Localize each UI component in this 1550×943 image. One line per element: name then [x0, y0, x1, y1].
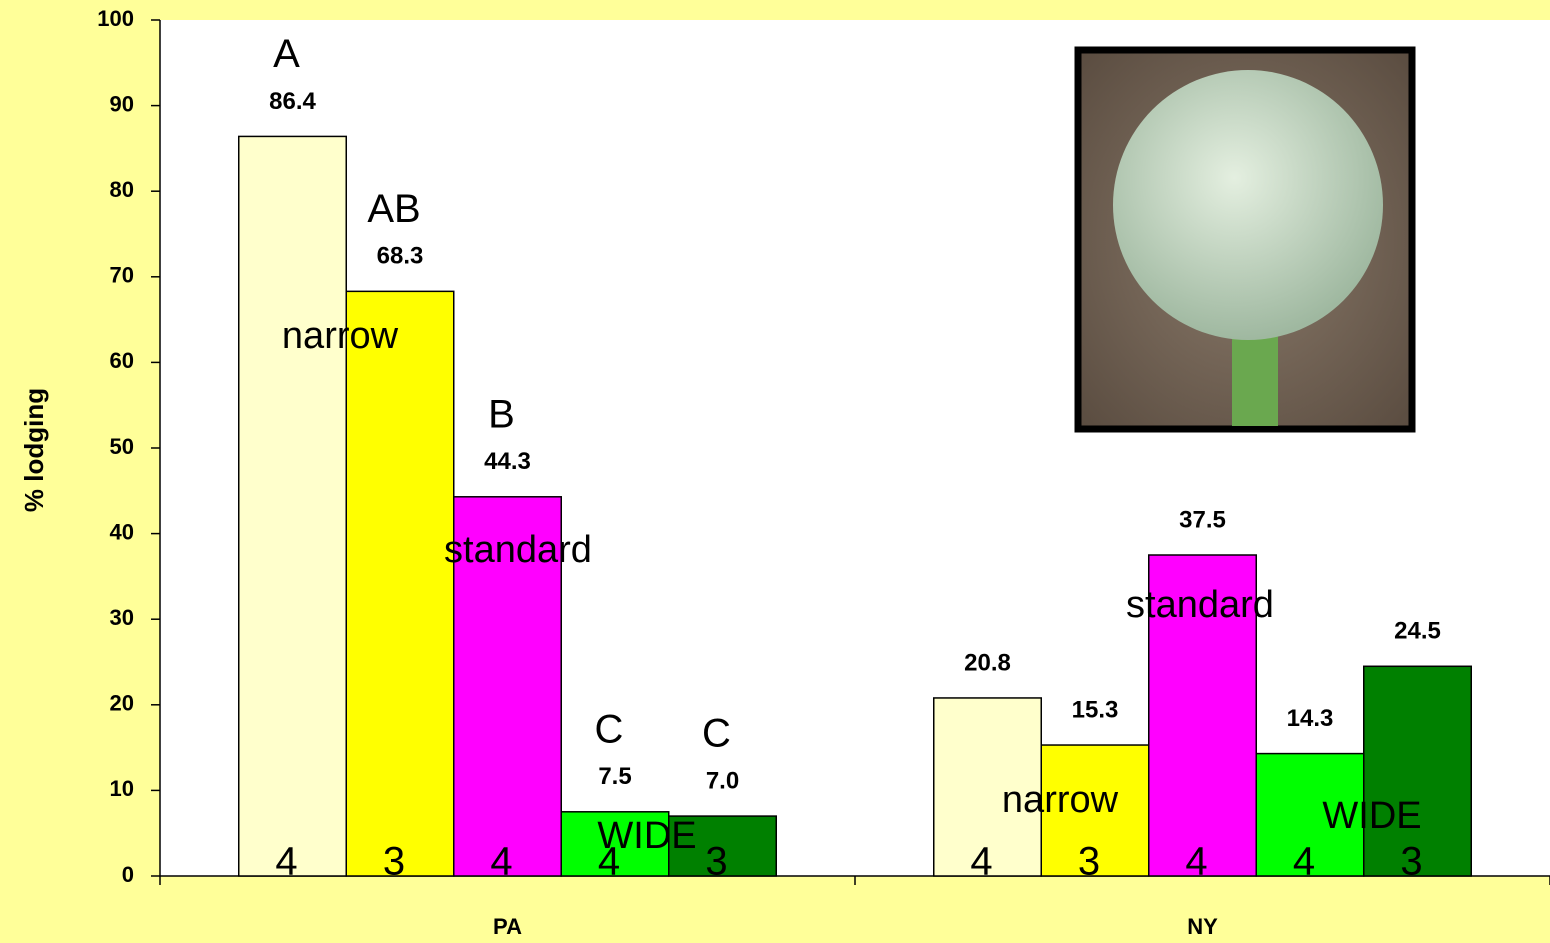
bar: [345, 290, 455, 877]
count-label: 3: [705, 840, 727, 884]
y-tick-label: 70: [110, 263, 134, 288]
count-label: 3: [1400, 840, 1422, 884]
bar: [453, 496, 562, 877]
bar: [1255, 752, 1365, 877]
bar: [1040, 744, 1150, 877]
value-label: 7.0: [706, 767, 739, 794]
y-tick-label: 90: [110, 91, 134, 116]
count-label: 4: [1293, 840, 1315, 884]
count-label: 3: [383, 840, 405, 884]
group-note: standard: [444, 529, 592, 571]
photo: [1074, 46, 1416, 433]
value-label: 44.3: [484, 448, 531, 475]
bar: [668, 815, 777, 877]
count-label: 4: [598, 840, 620, 884]
letter-label: AB: [367, 187, 420, 231]
group-note: standard: [1126, 584, 1274, 626]
photo-flower: [1113, 70, 1383, 340]
count-label: 4: [490, 840, 512, 884]
bar: [1363, 665, 1472, 877]
value-label: 86.4: [269, 88, 316, 115]
y-tick-label: 40: [110, 519, 134, 544]
y-tick-label: 50: [110, 434, 134, 459]
group-note: WIDE: [1322, 795, 1421, 837]
bar: [238, 135, 347, 877]
letter-label: C: [702, 712, 731, 756]
letter-label: B: [488, 392, 515, 436]
bar: [1148, 554, 1257, 877]
y-tick-label: 30: [110, 605, 134, 630]
value-label: 68.3: [377, 243, 424, 270]
x-tick-label: PA: [493, 914, 522, 939]
bar: [560, 811, 670, 877]
y-tick-label: 0: [122, 862, 134, 887]
letter-label: C: [595, 707, 624, 751]
y-tick-label: 60: [110, 348, 134, 373]
y-axis-title: % lodging: [19, 388, 49, 512]
value-label: 15.3: [1072, 696, 1119, 723]
value-label: 37.5: [1179, 506, 1226, 533]
bar: [933, 697, 1042, 877]
count-label: 4: [970, 840, 992, 884]
y-tick-label: 100: [97, 6, 134, 31]
letter-label: A: [273, 32, 300, 76]
y-tick-label: 10: [110, 776, 134, 801]
group-note: narrow: [1002, 779, 1119, 821]
value-label: 7.5: [598, 763, 631, 790]
count-label: 4: [275, 840, 297, 884]
group-note: WIDE: [597, 815, 696, 857]
count-label: 3: [1078, 840, 1100, 884]
value-label: 14.3: [1287, 705, 1334, 732]
y-tick-label: 20: [110, 691, 134, 716]
group-note: narrow: [282, 315, 399, 357]
value-label: 24.5: [1394, 618, 1441, 645]
y-tick-label: 80: [110, 177, 134, 202]
count-label: 4: [1185, 840, 1207, 884]
value-label: 20.8: [964, 649, 1011, 676]
x-tick-label: NY: [1187, 914, 1218, 939]
